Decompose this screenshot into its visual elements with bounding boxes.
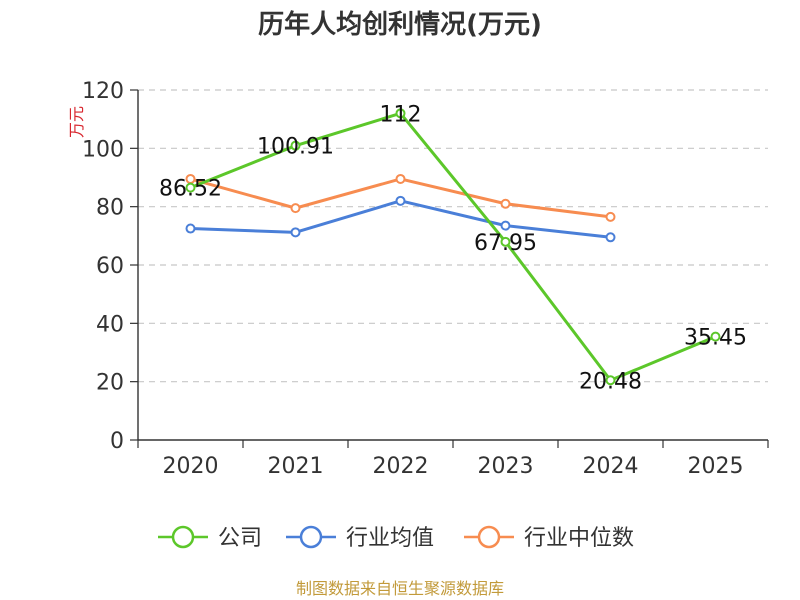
x-tick-label: 2025 [688, 454, 744, 479]
axes [137, 90, 768, 441]
legend-label: 行业均值 [346, 526, 434, 551]
x-tick-label: 2022 [373, 454, 429, 479]
data-point [605, 211, 616, 222]
data-point [710, 331, 721, 342]
y-axis-label: 万元 [67, 106, 86, 138]
data-point [500, 236, 511, 247]
y-axis-ticks: 0 20 40 60 80 100 120 [82, 79, 138, 454]
data-label: 67.95 [474, 231, 537, 256]
legend-marker [477, 525, 501, 549]
legend-label: 行业中位数 [524, 526, 634, 551]
legend-marker [171, 525, 195, 549]
x-tick-label: 2024 [583, 454, 639, 479]
chart-title: 历年人均创利情况(万元) [258, 9, 542, 40]
data-labels: 86.52 100.91 112 67.95 20.48 35.45 [159, 102, 747, 394]
data-point [290, 227, 301, 238]
source-note: 制图数据来自恒生聚源数据库 [296, 579, 504, 598]
x-tick-label: 2020 [163, 454, 219, 479]
x-tick-label: 2023 [478, 454, 534, 479]
data-label: 100.91 [257, 135, 334, 160]
data-point [395, 195, 406, 206]
data-label: 112 [380, 102, 422, 127]
x-axis-ticks: 2020 2021 2022 2023 2024 2025 [137, 440, 769, 479]
y-tick-label: 100 [82, 137, 124, 162]
data-point [185, 223, 196, 234]
legend-label: 公司 [218, 526, 262, 551]
data-point [605, 232, 616, 243]
legend-marker [299, 525, 323, 549]
y-tick-label: 80 [96, 196, 124, 221]
y-tick-label: 60 [96, 254, 124, 279]
data-label: 35.45 [684, 326, 747, 351]
data-point [395, 108, 406, 119]
data-point [500, 220, 511, 231]
data-label: 20.48 [579, 369, 642, 394]
data-point [185, 182, 196, 193]
data-point [395, 173, 406, 184]
data-label: 86.52 [159, 177, 222, 202]
grid-lines [138, 89, 768, 383]
series-lines [185, 108, 721, 386]
y-tick-label: 0 [110, 429, 124, 454]
data-point [605, 375, 616, 386]
y-tick-label: 20 [96, 371, 124, 396]
y-tick-label: 40 [96, 312, 124, 337]
data-point [500, 198, 511, 209]
legend: 公司 行业均值 行业中位数 [158, 525, 634, 551]
x-tick-label: 2021 [268, 454, 324, 479]
data-point [290, 203, 301, 214]
y-tick-label: 120 [82, 79, 124, 104]
series-line [189, 111, 717, 382]
data-point [290, 140, 301, 151]
